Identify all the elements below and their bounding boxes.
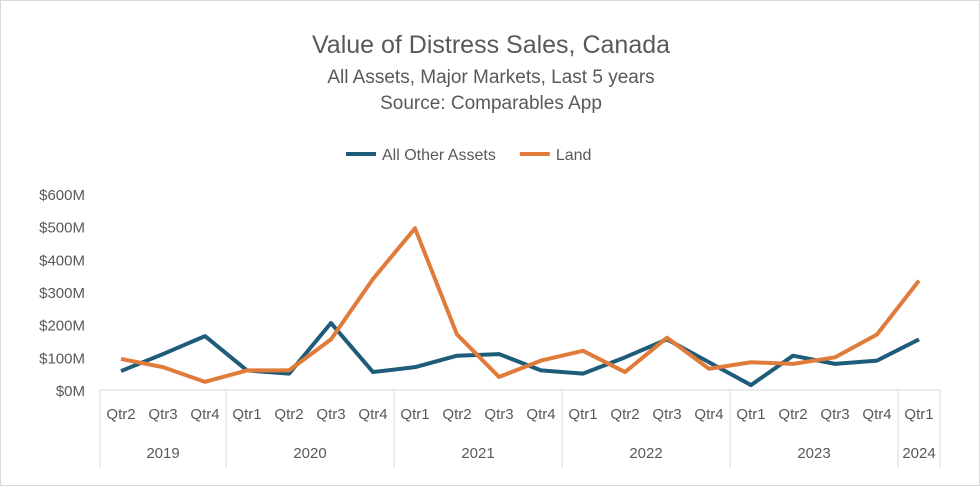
- x-tick-label: Qtr4: [694, 406, 723, 423]
- chart-title: Value of Distress Sales, Canada: [311, 31, 671, 59]
- x-tick-label: Qtr2: [610, 406, 639, 423]
- y-tick-label: $0M: [56, 383, 85, 400]
- year-label: 2022: [629, 445, 662, 462]
- x-tick-label: Qtr2: [442, 406, 471, 423]
- x-tick-label: Qtr3: [484, 406, 513, 423]
- series-line-all-other-assets: [120, 321, 920, 388]
- x-tick-label: Qtr3: [820, 406, 849, 423]
- x-tick-label: Qtr4: [358, 406, 387, 423]
- y-tick-label: $400M: [39, 252, 85, 269]
- x-tick-label: Qtr4: [526, 406, 555, 423]
- legend-label: All Other Assets: [382, 147, 496, 164]
- x-tick-label: Qtr2: [274, 406, 303, 423]
- year-label: 2020: [293, 445, 326, 462]
- x-tick-label: Qtr4: [862, 406, 891, 423]
- x-tick-label: Qtr1: [568, 406, 597, 423]
- x-tick-label: Qtr1: [232, 406, 261, 423]
- x-tick-label: Qtr3: [652, 406, 681, 423]
- year-label: 2019: [146, 445, 179, 462]
- x-tick-label: Qtr3: [148, 406, 177, 423]
- x-tick-label: Qtr2: [106, 406, 135, 423]
- y-tick-label: $200M: [39, 318, 85, 335]
- series-line-land: [120, 226, 921, 384]
- x-tick-label: Qtr2: [778, 406, 807, 423]
- chart-source: Source: Comparables App: [380, 93, 602, 114]
- legend-label: Land: [556, 147, 592, 164]
- chart-subtitle: All Assets, Major Markets, Last 5 years: [327, 67, 655, 88]
- x-tick-label: Qtr1: [400, 406, 429, 423]
- x-tick-label: Qtr1: [904, 406, 933, 423]
- y-tick-label: $600M: [39, 187, 85, 204]
- year-label: 2023: [797, 445, 830, 462]
- year-label: 2021: [461, 445, 494, 462]
- year-label: 2024: [902, 445, 935, 462]
- x-tick-label: Qtr1: [736, 406, 765, 423]
- x-tick-label: Qtr3: [316, 406, 345, 423]
- x-tick-label: Qtr4: [190, 406, 219, 423]
- y-tick-label: $300M: [39, 285, 85, 302]
- y-tick-label: $500M: [39, 220, 85, 237]
- y-tick-label: $100M: [39, 350, 85, 367]
